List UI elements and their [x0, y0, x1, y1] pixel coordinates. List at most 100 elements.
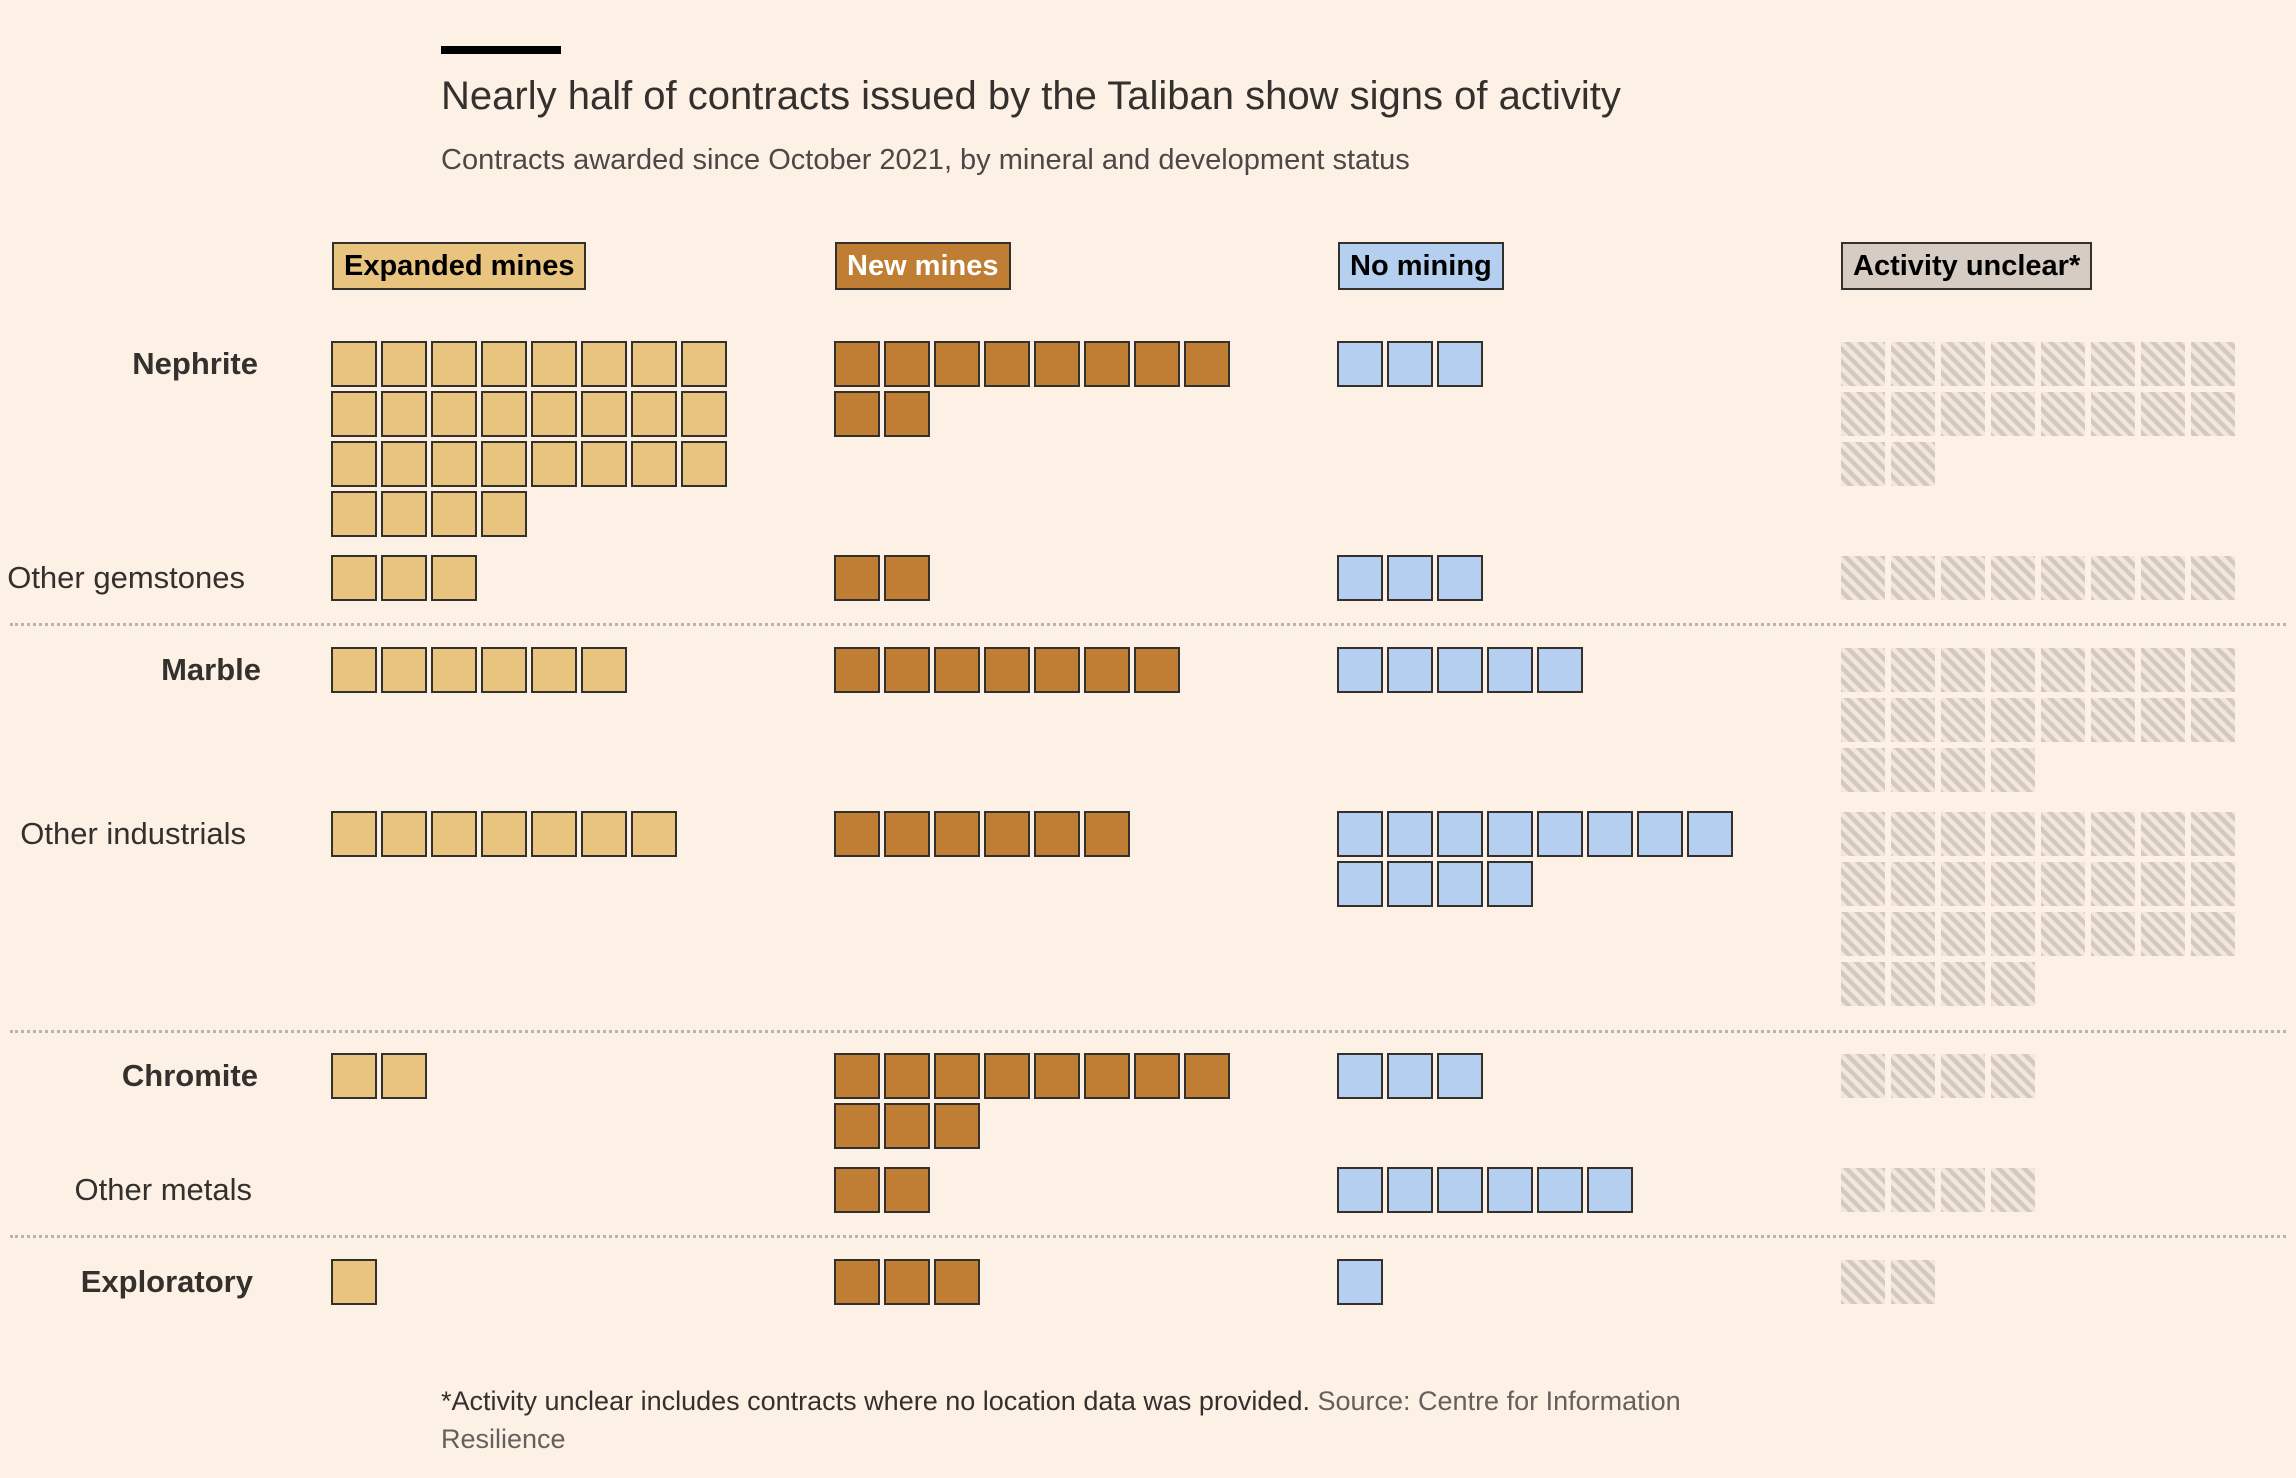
waffle-square	[1991, 648, 2035, 692]
waffle-square	[1891, 862, 1935, 906]
waffle-square	[1891, 812, 1935, 856]
waffle-square	[381, 341, 427, 387]
waffle-square	[1891, 962, 1935, 1006]
waffle-square	[2041, 648, 2085, 692]
waffle-square	[1587, 1167, 1633, 1213]
waffle-square	[1891, 748, 1935, 792]
waffle-square	[834, 1053, 880, 1099]
waffle-square	[984, 1053, 1030, 1099]
waffle-square	[1387, 341, 1433, 387]
waffle-square	[1841, 342, 1885, 386]
waffle-square	[481, 491, 527, 537]
waffle-square	[1687, 811, 1733, 857]
waffle-square	[1941, 392, 1985, 436]
source-text: Source: Centre for Information Resilienc…	[441, 1386, 1681, 1454]
waffle-square	[2041, 556, 2085, 600]
waffle-square	[2041, 862, 2085, 906]
waffle-square	[1841, 1260, 1885, 1304]
waffle-square	[2041, 698, 2085, 742]
waffle-square	[531, 647, 577, 693]
waffle-square	[1941, 556, 1985, 600]
waffle-square	[1437, 647, 1483, 693]
waffle-square	[1841, 392, 1885, 436]
waffle-square	[1891, 442, 1935, 486]
waffle-square	[1337, 1259, 1383, 1305]
legend-expanded-mines: Expanded mines	[332, 242, 587, 290]
legend-activity-unclear: Activity unclear*	[1841, 242, 2093, 290]
waffle-square	[381, 555, 427, 601]
waffle-square	[1337, 1053, 1383, 1099]
waffle-square	[2041, 342, 2085, 386]
waffle-square	[2141, 698, 2185, 742]
waffle-square	[1941, 812, 1985, 856]
waffle-square	[1034, 341, 1080, 387]
waffle-square	[884, 1167, 930, 1213]
waffle-square	[2141, 556, 2185, 600]
waffle-square	[1437, 811, 1483, 857]
waffle-square	[2041, 812, 2085, 856]
waffle-square	[1891, 342, 1935, 386]
footnote: *Activity unclear includes contracts whe…	[441, 1382, 1741, 1458]
waffle-square	[934, 647, 980, 693]
waffle-square	[1891, 556, 1935, 600]
waffle-square	[1841, 1168, 1885, 1212]
waffle-square	[431, 811, 477, 857]
waffle-square	[1184, 1053, 1230, 1099]
waffle-square	[2191, 812, 2235, 856]
waffle-square	[1841, 912, 1885, 956]
waffle-square	[2191, 698, 2235, 742]
waffle-square	[1841, 648, 1885, 692]
waffle-square	[581, 391, 627, 437]
waffle-square	[2091, 698, 2135, 742]
waffle-square	[1891, 912, 1935, 956]
waffle-square	[834, 647, 880, 693]
waffle-square	[331, 647, 377, 693]
waffle-square	[1337, 811, 1383, 857]
waffle-square	[1941, 1054, 1985, 1098]
waffle-square	[381, 491, 427, 537]
waffle-square	[2091, 556, 2135, 600]
waffle-square	[1437, 555, 1483, 601]
waffle-square	[1991, 962, 2035, 1006]
waffle-square	[1841, 442, 1885, 486]
group-divider	[10, 1030, 2286, 1033]
waffle-square	[2191, 912, 2235, 956]
waffle-square	[934, 811, 980, 857]
waffle-square	[2191, 342, 2235, 386]
waffle-square	[884, 341, 930, 387]
waffle-square	[2141, 812, 2185, 856]
waffle-square	[1337, 647, 1383, 693]
waffle-square	[884, 1259, 930, 1305]
waffle-square	[481, 647, 527, 693]
waffle-square	[1841, 862, 1885, 906]
waffle-square	[1941, 648, 1985, 692]
waffle-square	[481, 391, 527, 437]
waffle-square	[1537, 811, 1583, 857]
group-divider	[10, 623, 2286, 626]
waffle-square	[1537, 647, 1583, 693]
waffle-square	[681, 341, 727, 387]
waffle-square	[1991, 748, 2035, 792]
row-label-other-gemstones: Other gemstones	[7, 560, 245, 595]
waffle-square	[1991, 556, 2035, 600]
waffle-square	[834, 1259, 880, 1305]
waffle-square	[381, 391, 427, 437]
waffle-square	[1337, 555, 1383, 601]
waffle-square	[984, 647, 1030, 693]
waffle-square	[431, 555, 477, 601]
waffle-square	[1437, 341, 1483, 387]
footnote-text: *Activity unclear includes contracts whe…	[441, 1386, 1310, 1416]
waffle-square	[1387, 555, 1433, 601]
waffle-square	[1891, 1260, 1935, 1304]
row-label-chromite: Chromite	[121, 1058, 258, 1093]
waffle-square	[1487, 811, 1533, 857]
waffle-square	[1084, 811, 1130, 857]
waffle-square	[1891, 648, 1935, 692]
waffle-square	[431, 341, 477, 387]
waffle-square	[1941, 862, 1985, 906]
waffle-square	[884, 555, 930, 601]
row-label-exploratory: Exploratory	[80, 1264, 253, 1299]
waffle-square	[331, 555, 377, 601]
waffle-square	[1487, 647, 1533, 693]
